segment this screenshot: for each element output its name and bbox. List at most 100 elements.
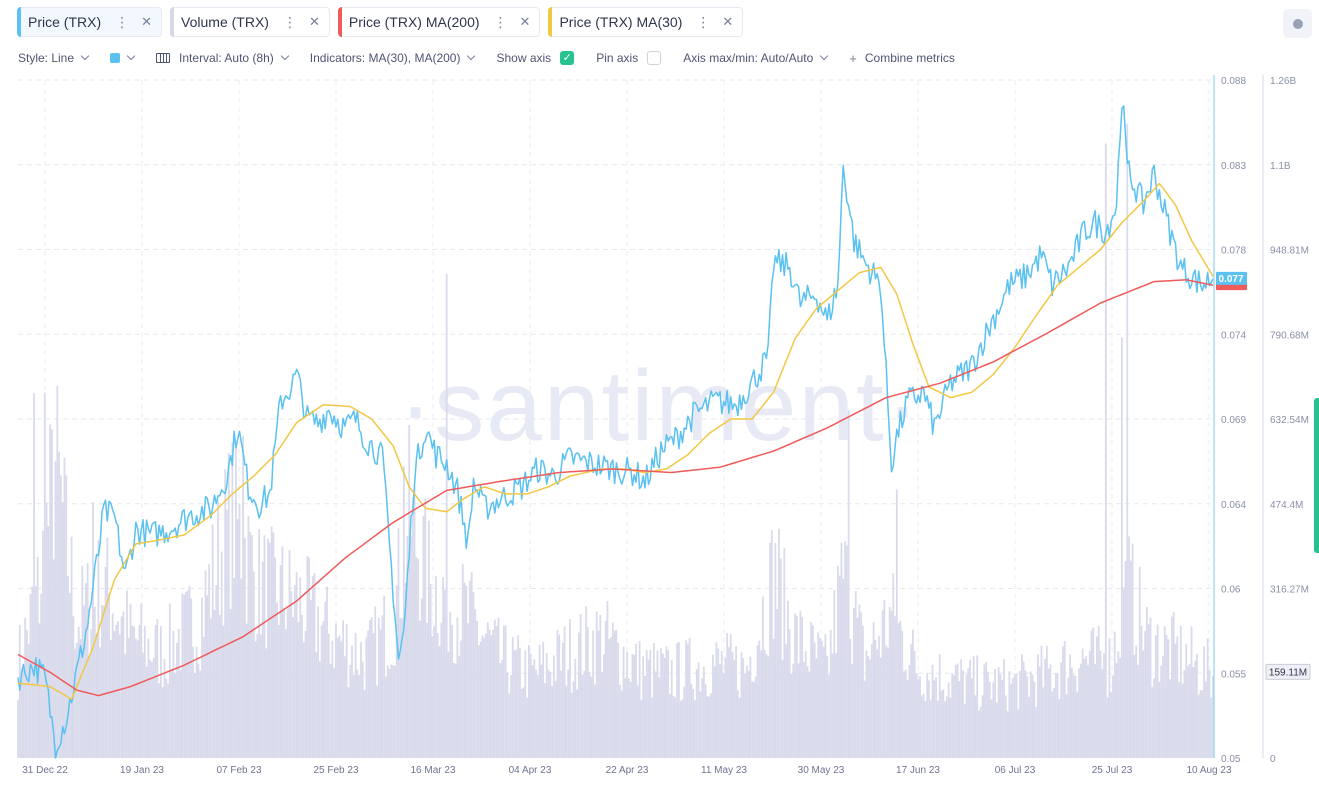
volume-bar <box>1003 659 1005 758</box>
volume-bar <box>810 622 812 758</box>
metric-tab-ma200[interactable]: Price (TRX) MA(200) ⋮ ✕ <box>337 7 541 37</box>
volume-tick-label: 1.1B <box>1270 161 1291 172</box>
axis-maxmin-dropdown[interactable]: Axis max/min: Auto/Auto <box>683 51 829 65</box>
close-icon[interactable]: ✕ <box>141 14 153 29</box>
volume-bar <box>210 618 212 758</box>
volume-bar <box>410 536 412 758</box>
volume-bar <box>1031 674 1034 758</box>
volume-bar <box>38 623 41 758</box>
volume-bar <box>381 615 384 758</box>
volume-bar <box>660 648 662 758</box>
close-icon[interactable]: ✕ <box>519 14 531 29</box>
metric-tabs: Price (TRX) ⋮ ✕ Volume (TRX) ⋮ ✕ Price (… <box>17 7 744 39</box>
volume-bar <box>910 644 913 758</box>
volume-bar <box>828 674 830 758</box>
more-icon[interactable]: ⋮ <box>282 13 297 30</box>
more-icon[interactable]: ⋮ <box>493 13 508 30</box>
volume-bar <box>442 577 445 758</box>
volume-bar <box>811 625 814 758</box>
volume-bar <box>672 695 675 758</box>
volume-bar <box>1140 625 1143 758</box>
style-dropdown[interactable]: Style: Line <box>18 51 90 65</box>
volume-bar <box>820 640 823 758</box>
volume-bar <box>97 540 100 758</box>
close-icon[interactable]: ✕ <box>722 14 734 29</box>
x-tick-label: 22 Apr 23 <box>606 765 649 776</box>
volume-bar <box>438 646 441 758</box>
more-icon[interactable]: ⋮ <box>115 13 130 30</box>
volume-tick-label: 1.26B <box>1270 76 1296 87</box>
metric-tab-ma30[interactable]: Price (TRX) MA(30) ⋮ ✕ <box>548 7 744 37</box>
volume-bar <box>174 672 177 758</box>
volume-bar <box>720 651 723 758</box>
volume-bar <box>617 642 620 758</box>
volume-bar <box>560 670 562 758</box>
volume-bar <box>254 641 257 758</box>
color-dropdown[interactable] <box>110 51 136 63</box>
volume-bar <box>238 504 241 758</box>
volume-bar <box>990 699 993 758</box>
volume-bar <box>1024 670 1027 758</box>
volume-bar <box>267 538 269 758</box>
close-icon[interactable]: ✕ <box>308 14 320 29</box>
volume-bar <box>159 626 162 758</box>
volume-bar <box>1060 662 1063 758</box>
interval-dropdown[interactable]: Interval: Auto (8h) <box>156 51 290 65</box>
pin-axis-toggle[interactable]: Pin axis <box>596 51 662 65</box>
volume-bar <box>790 673 793 758</box>
volume-bar <box>552 655 555 758</box>
volume-bar <box>592 630 595 758</box>
more-icon[interactable]: ⋮ <box>696 13 711 30</box>
pin-axis-checkbox[interactable] <box>647 51 662 65</box>
indicators-dropdown[interactable]: Indicators: MA(30), MA(200) <box>310 51 476 65</box>
volume-bar <box>172 630 175 758</box>
metric-tab-label: Price (TRX) MA(200) <box>348 14 480 30</box>
volume-bar <box>760 650 762 758</box>
volume-bar <box>417 558 420 758</box>
volume-bar <box>1067 677 1070 758</box>
volume-bar <box>929 699 932 758</box>
volume-bar <box>1090 630 1093 758</box>
volume-bar <box>536 674 539 758</box>
volume-bar <box>1154 635 1157 758</box>
screenshot-button[interactable] <box>1283 9 1312 38</box>
volume-bar <box>892 573 895 758</box>
volume-bar <box>851 663 854 758</box>
volume-bar <box>958 681 961 758</box>
show-axis-toggle[interactable]: Show axis ✓ <box>496 51 575 65</box>
metric-tab-volume[interactable]: Volume (TRX) ⋮ ✕ <box>170 7 330 37</box>
volume-bar <box>937 700 939 758</box>
volume-bar <box>356 669 359 758</box>
volume-bar <box>435 576 437 758</box>
volume-bar <box>853 607 855 758</box>
volume-bar <box>1054 673 1057 758</box>
volume-bar <box>949 697 952 758</box>
volume-bar <box>1194 660 1197 758</box>
volume-bar <box>772 638 775 758</box>
volume-bar <box>1185 644 1188 758</box>
volume-bar <box>415 556 418 758</box>
volume-bar <box>479 641 482 758</box>
volume-bar <box>999 674 1002 758</box>
chevron-down-icon <box>126 51 136 61</box>
volume-bar <box>783 548 786 758</box>
metric-tab-price[interactable]: Price (TRX) ⋮ ✕ <box>17 7 163 37</box>
side-panel-handle[interactable] <box>1314 398 1319 553</box>
volume-bar <box>336 637 339 758</box>
volume-bar <box>163 658 166 758</box>
volume-bar <box>281 546 284 758</box>
volume-bar <box>887 647 889 758</box>
volume-bar <box>1017 709 1020 758</box>
show-axis-checkbox[interactable]: ✓ <box>560 51 575 65</box>
volume-bar <box>765 654 768 758</box>
volume-bar <box>1062 646 1064 758</box>
volume-bar <box>1053 687 1055 758</box>
x-tick-label: 25 Feb 23 <box>313 765 358 776</box>
volume-bar <box>1012 678 1014 758</box>
volume-bar <box>1129 560 1132 758</box>
volume-bar <box>463 582 466 758</box>
volume-bar <box>456 617 459 758</box>
chart-axes: 0.088 0.083 0.078 0.074 0.069 0.064 0.06 0.055 0… <box>22 75 1311 776</box>
combine-metrics-button[interactable]: + Combine metrics <box>849 51 955 66</box>
